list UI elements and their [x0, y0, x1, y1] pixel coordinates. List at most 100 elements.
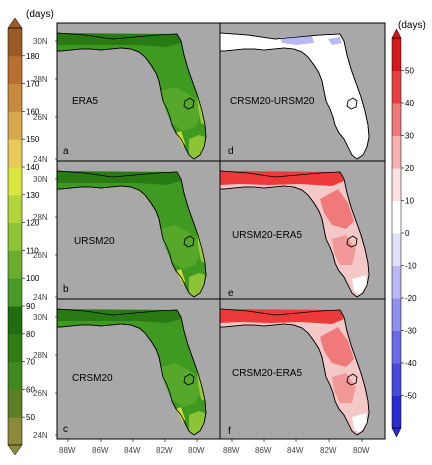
left-colorbar-segment [8, 417, 22, 446]
latitude-label: 24N [33, 155, 48, 164]
shading-patch [352, 413, 367, 433]
panel-f [220, 299, 385, 439]
left-colorbar-tick-label: 130 [26, 191, 40, 200]
left-colorbar-segment [8, 278, 22, 307]
panel-b [57, 161, 220, 299]
latitude-label: 28N [33, 351, 48, 360]
right-colorbar-tick-label: 10 [405, 197, 414, 206]
lake-okeechobee [346, 373, 358, 386]
left-colorbar-ticks: 50 60 70 80 90 100 110 120 130 140 150 160 170 180 [22, 52, 40, 422]
left-colorbar-tick-label: 90 [26, 302, 35, 311]
panel-frames [56, 22, 386, 440]
latitude-label: 26N [33, 251, 48, 260]
left-colorbar-tick-label: 80 [26, 330, 35, 339]
left-colorbar-segment [8, 222, 22, 251]
right-colorbar-segment [392, 298, 401, 331]
right-colorbar-segment [392, 200, 401, 234]
left-colorbar-tick-label: 120 [26, 219, 40, 228]
shading-patch [352, 275, 367, 295]
shading-patch [57, 33, 181, 47]
panel-title: ERA5 [72, 96, 99, 107]
longitude-label: 84W [287, 446, 304, 455]
right-colorbar-segment [392, 38, 401, 71]
left-colorbar-units: (days) [26, 9, 54, 20]
panel-c [57, 299, 220, 439]
shading-patch [328, 37, 342, 45]
longitude-label: 86W [255, 446, 272, 455]
right-colorbar-ticks: -50 -40 -30 -20 -10 0 10 20 30 40 50 [401, 67, 417, 401]
latitude-label: 26N [33, 389, 48, 398]
longitude-label: 82W [156, 446, 173, 455]
left-colorbar-segment [8, 111, 22, 140]
left-colorbar-tick-label: 110 [26, 246, 39, 255]
right-colorbar-segment [392, 395, 401, 429]
left-colorbar-segment [8, 306, 22, 335]
lake-okeechobee [346, 97, 358, 110]
left-colorbar-tick-label: 100 [26, 274, 40, 283]
right-colorbar [391, 28, 402, 438]
panel-title: CRSM20 [72, 373, 113, 384]
right-colorbar-segment [392, 135, 401, 169]
right-colorbar-segment [392, 265, 401, 299]
panel-a [57, 23, 220, 161]
longitude-label: 88W [223, 446, 240, 455]
panel-title: CRSM20-ERA5 [232, 368, 302, 379]
left-colorbar-tick-label: 140 [26, 163, 40, 172]
left-colorbar-tick-label: 50 [26, 413, 35, 422]
left-colorbar-segment [8, 83, 22, 112]
shading-patch [320, 327, 354, 367]
left-colorbar-segment [8, 139, 22, 168]
right-colorbar-tick-label: 50 [405, 67, 414, 76]
right-colorbar-segment [392, 363, 401, 396]
right-colorbar-tick-label: -40 [405, 359, 417, 368]
shading-patch [220, 309, 344, 324]
latitude-label: 24N [33, 293, 48, 302]
panel-title: URSM20 [74, 236, 115, 247]
right-colorbar-tick-label: 40 [405, 99, 414, 108]
right-colorbar-segment [392, 330, 401, 364]
right-colorbar-tick-label: -10 [405, 262, 417, 271]
panel-letter: c [63, 424, 68, 435]
left-colorbar-segment [8, 250, 22, 279]
left-colorbar-top-arrow [7, 17, 23, 29]
left-colorbar-segment [8, 389, 22, 418]
longitude-label: 86W [92, 446, 109, 455]
longitude-label: 84W [124, 446, 141, 455]
right-colorbar-tick-label: -20 [405, 294, 417, 303]
right-colorbar-segment [392, 233, 401, 266]
latitude-label: 26N [33, 113, 48, 122]
panel-letter: d [228, 146, 234, 157]
panel-letter: e [228, 288, 234, 299]
left-colorbar-tick-label: 60 [26, 385, 35, 394]
lake-okeechobee [183, 235, 195, 248]
latitude-label: 30N [33, 37, 48, 46]
latitude-label: 28N [33, 75, 48, 84]
right-colorbar-bottom-arrow [391, 427, 402, 438]
left-colorbar [7, 17, 23, 456]
left-colorbar-tick-label: 150 [26, 135, 40, 144]
right-colorbar-segment [392, 168, 401, 201]
right-colorbar-tick-label: -50 [405, 392, 417, 401]
panel-letter: f [228, 426, 231, 437]
left-colorbar-segment [8, 194, 22, 224]
left-colorbar-segment [8, 333, 22, 363]
latitude-label: 30N [33, 175, 48, 184]
shading-patch [220, 171, 344, 186]
left-colorbar-segment [8, 55, 22, 85]
shading-patch [57, 309, 181, 323]
panel-letter: a [63, 146, 69, 157]
left-colorbar-tick-label: 160 [26, 107, 40, 116]
left-colorbar-tick-label: 180 [26, 52, 40, 61]
right-colorbar-tick-label: 20 [405, 164, 414, 173]
right-colorbar-tick-label: 30 [405, 132, 414, 141]
shading-patch [320, 189, 354, 229]
panel-letter: b [63, 284, 69, 295]
lake-okeechobee [183, 97, 195, 110]
shading-patch [57, 171, 181, 185]
latitude-label: 28N [33, 213, 48, 222]
left-colorbar-bottom-arrow [7, 444, 23, 456]
lake-okeechobee [346, 235, 358, 248]
right-colorbar-segment [392, 70, 401, 104]
left-colorbar-segment [8, 361, 22, 390]
